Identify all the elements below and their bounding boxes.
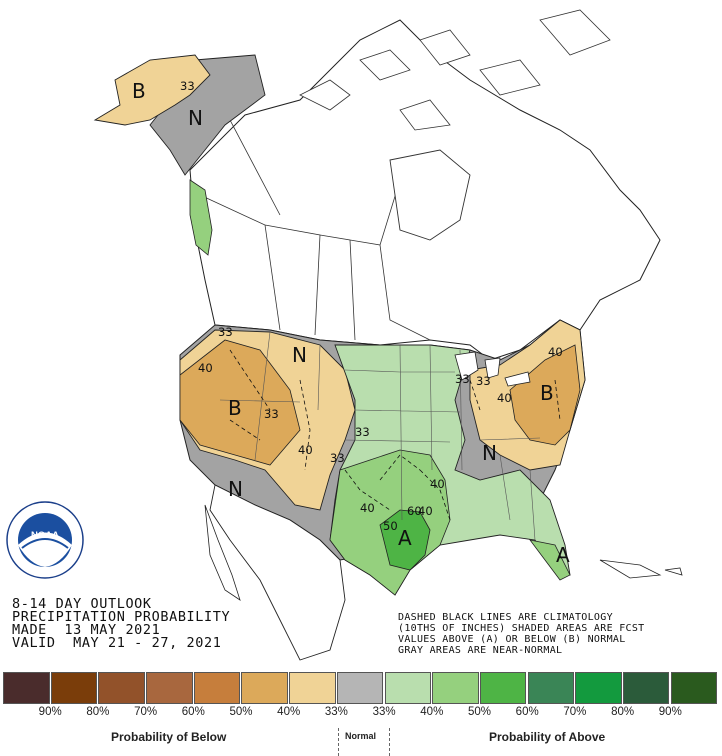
note-line-3: VALUES ABOVE (A) OR BELOW (B) NORMAL bbox=[398, 634, 626, 645]
outlook-line-3: MADE 13 MAY 2021 bbox=[12, 622, 161, 638]
note-line-1: DASHED BLACK LINES ARE CLIMATOLOGY bbox=[398, 612, 613, 623]
contour-label: 60 bbox=[407, 504, 422, 518]
texas-above-50 bbox=[379, 509, 431, 571]
legend-percent: 80% bbox=[611, 706, 635, 718]
outlook-line-2: PRECIPITATION PROBABILITY bbox=[12, 609, 231, 625]
legend-swatch bbox=[336, 672, 384, 704]
note-line-4: GRAY AREAS ARE NEAR-NORMAL bbox=[398, 645, 563, 656]
legend-swatch bbox=[241, 672, 288, 704]
west-below-label: B bbox=[228, 396, 242, 420]
arctic-islands bbox=[299, 9, 611, 131]
normal-caption: Normal bbox=[345, 731, 377, 741]
probability-legend: 90% 80% 70% 60% 50% 40% 33% 33% 40% 50% 60% 70% 80% 9… bbox=[3, 672, 719, 756]
contour-label: 33 bbox=[330, 451, 345, 465]
legend-swatch bbox=[98, 672, 145, 704]
contour-label: 40 bbox=[430, 477, 445, 491]
legend-swatch bbox=[670, 672, 718, 704]
mexico bbox=[209, 484, 346, 661]
legend-swatches bbox=[3, 672, 718, 704]
noaa-logo-text: NOAA bbox=[31, 530, 59, 541]
contour-label: 33 bbox=[455, 372, 470, 386]
legend-swatch bbox=[193, 672, 241, 704]
contour-label: 50 bbox=[383, 519, 398, 533]
below-caption: Probability of Below bbox=[111, 730, 227, 744]
contour-label: 33 bbox=[476, 374, 491, 388]
alaska-below-label: B bbox=[132, 79, 146, 103]
caribbean-islands bbox=[599, 559, 683, 579]
southwest-normal-label: N bbox=[228, 477, 243, 501]
legend-percent: 40% bbox=[277, 706, 301, 718]
contour-label: 33 bbox=[180, 79, 195, 93]
baja bbox=[204, 504, 241, 601]
legend-percent: 50% bbox=[467, 706, 492, 718]
contour-label: 33 bbox=[355, 425, 370, 439]
legend-swatch bbox=[575, 672, 622, 704]
contour-label: 40 bbox=[497, 391, 512, 405]
state-lines bbox=[219, 331, 541, 541]
map-notes: DASHED BLACK LINES ARE CLIMATOLOGY (10THS… bbox=[398, 612, 645, 656]
bc-coast-green bbox=[189, 179, 213, 256]
legend-swatch bbox=[479, 672, 527, 704]
contour-label: 33 bbox=[218, 325, 233, 339]
legend-percent: 70% bbox=[134, 706, 158, 718]
above-caption: Probability of Above bbox=[489, 730, 606, 744]
legend-swatch bbox=[3, 672, 50, 704]
texas-above-label: A bbox=[398, 526, 412, 550]
outlook-line-4: VALID MAY 21 - 27, 2021 bbox=[12, 635, 222, 651]
contour-label: 40 bbox=[418, 504, 433, 518]
contour-label: 40 bbox=[298, 443, 313, 457]
legend-swatch bbox=[289, 672, 336, 704]
precipitation-outlook-map: B N B N N B N A A 33 33 40 40 40 33 33 3… bbox=[6, 9, 683, 661]
legend-swatch bbox=[527, 672, 575, 704]
great-lakes bbox=[454, 351, 531, 387]
west-below-40 bbox=[179, 339, 301, 466]
east-below-label: B bbox=[540, 381, 554, 405]
plains-normal-label: N bbox=[292, 343, 307, 367]
alaska-tan bbox=[93, 54, 211, 126]
legend-swatch bbox=[432, 672, 479, 704]
legend-percent-labels: 90% 80% 70% 60% 50% 40% 33% 33% 40% 50% 60% 70% 80% 9… bbox=[3, 706, 719, 720]
climatology-dashed-lines bbox=[229, 349, 561, 521]
legend-percent: 90% bbox=[38, 706, 62, 718]
outlook-line-1: 8-14 DAY OUTLOOK bbox=[12, 596, 152, 612]
florida-above-label: A bbox=[556, 543, 570, 567]
normal-separator-right bbox=[389, 728, 390, 756]
legend-percent: 60% bbox=[515, 706, 539, 718]
legend-percent: 60% bbox=[181, 706, 205, 718]
legend-percent: 33% bbox=[372, 706, 396, 718]
legend-percent: 50% bbox=[229, 706, 253, 718]
contour-label: 40 bbox=[548, 345, 563, 359]
legend-swatch bbox=[384, 672, 431, 704]
ohio-valley-normal-label: N bbox=[482, 441, 497, 465]
hudson-bay bbox=[389, 149, 471, 241]
legend-swatch bbox=[50, 672, 98, 704]
outlook-title-block: 8-14 DAY OUTLOOK PRECIPITATION PROBABILIT… bbox=[12, 596, 231, 651]
alaska-normal-label: N bbox=[188, 106, 203, 130]
normal-separator-left bbox=[338, 728, 339, 756]
legend-percent: 33% bbox=[324, 706, 348, 718]
legend-swatch bbox=[622, 672, 670, 704]
contour-label: 40 bbox=[198, 361, 213, 375]
legend-percent: 40% bbox=[420, 706, 444, 718]
legend-percent: 80% bbox=[86, 706, 110, 718]
province-lines bbox=[199, 119, 431, 341]
legend-percent: 70% bbox=[563, 706, 587, 718]
note-line-2: (10THS OF INCHES) SHADED AREAS ARE FCST bbox=[398, 623, 645, 634]
contour-label: 33 bbox=[264, 407, 279, 421]
legend-swatch bbox=[146, 672, 193, 704]
east-below-40 bbox=[509, 344, 581, 446]
florida-above-40 bbox=[529, 539, 571, 581]
legend-percent: 90% bbox=[658, 706, 682, 718]
contour-label: 40 bbox=[360, 501, 375, 515]
noaa-logo: NOAA bbox=[6, 501, 84, 579]
